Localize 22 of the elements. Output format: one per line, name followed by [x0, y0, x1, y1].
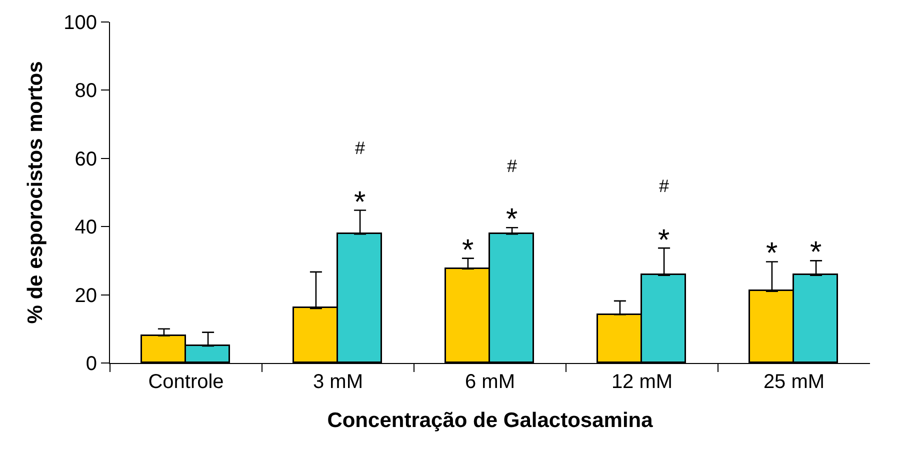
x-tick-label: Controle [148, 371, 224, 393]
x-tick-label: 3 mM [313, 371, 363, 393]
x-tick-label: 25 mM [763, 371, 825, 393]
y-tick-label: 20 [74, 284, 97, 307]
annotation: * [462, 234, 474, 267]
annotation: # [507, 156, 518, 176]
y-tick-label: 0 [86, 353, 97, 375]
x-axis-title: Concentração de Galactosamina [327, 409, 654, 432]
annotation: * [658, 224, 670, 257]
y-axis-title: % de esporocistos mortos [24, 61, 47, 324]
annotation: * [506, 203, 518, 236]
annotation: * [354, 186, 366, 219]
y-tick-label: 80 [74, 80, 97, 102]
annotation: # [659, 176, 670, 196]
y-tick-label: 60 [74, 148, 97, 170]
annotation: * [810, 236, 822, 269]
x-tick-label: 12 mM [611, 371, 673, 393]
y-tick-label: 100 [64, 12, 97, 34]
y-tick-label: 40 [74, 216, 97, 239]
x-tick-label: 6 mM [465, 371, 515, 393]
annotation: * [766, 237, 778, 270]
annotation: # [355, 138, 366, 158]
